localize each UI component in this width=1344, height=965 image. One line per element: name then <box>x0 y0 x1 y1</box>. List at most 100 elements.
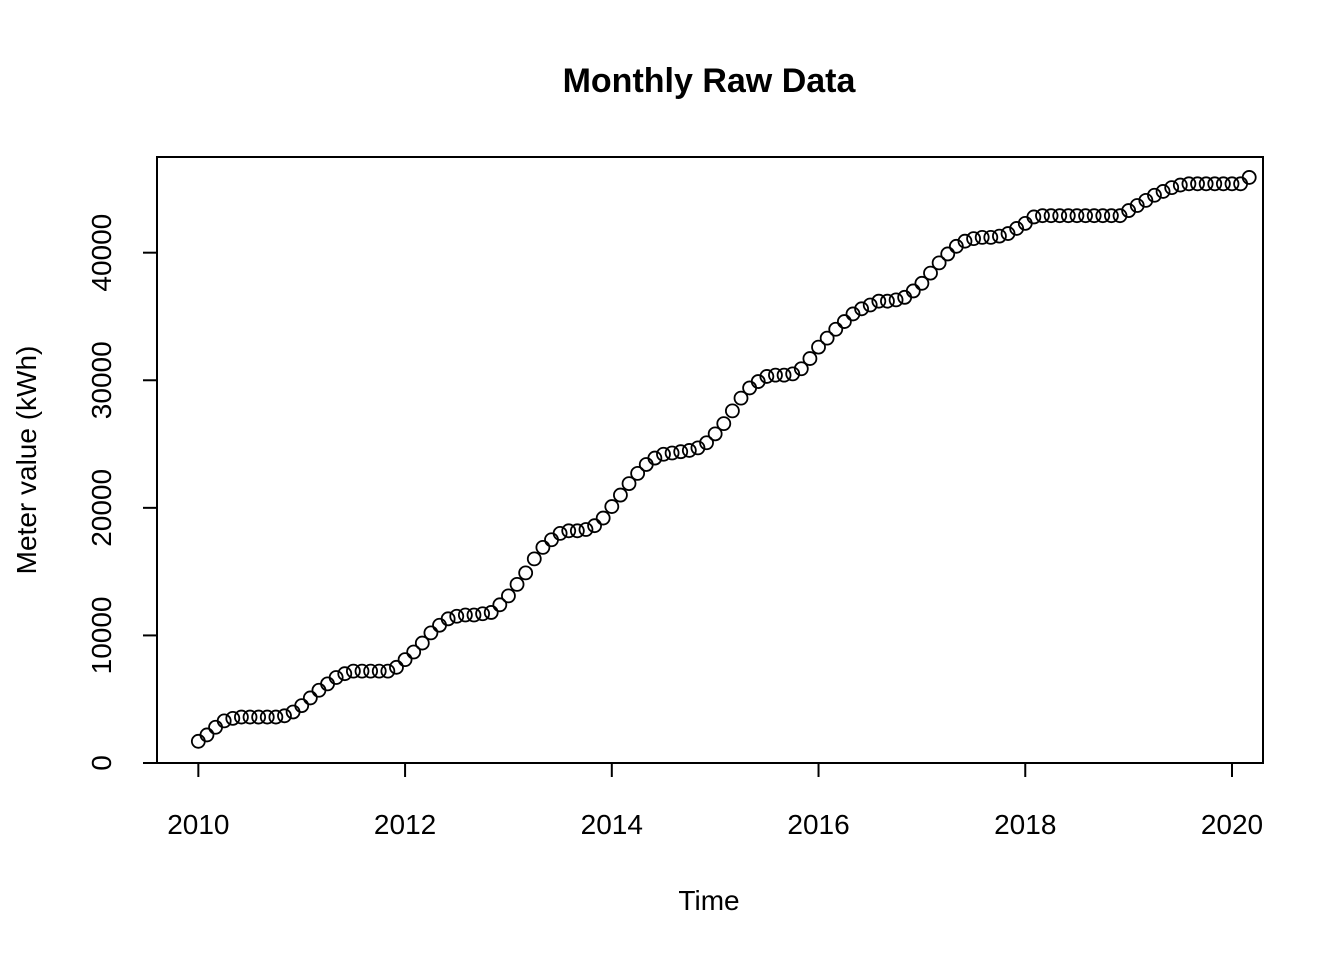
x-tick-label: 2014 <box>581 809 643 840</box>
data-point <box>311 682 327 698</box>
data-point <box>983 229 999 245</box>
data-point <box>234 709 249 725</box>
data-point <box>974 229 990 245</box>
data-point <box>1224 176 1240 192</box>
data-point <box>750 374 766 389</box>
data-point <box>638 457 654 472</box>
data-point <box>1078 208 1093 224</box>
y-tick-label: 10000 <box>86 596 117 674</box>
data-point <box>785 366 801 382</box>
data-point <box>1207 176 1223 192</box>
data-point <box>544 532 559 548</box>
data-point <box>923 265 938 281</box>
data-point <box>966 231 981 247</box>
data-point <box>380 663 396 679</box>
data-point <box>320 676 335 692</box>
data-point <box>1233 176 1249 192</box>
data-point <box>363 663 379 679</box>
data-point <box>345 663 361 679</box>
data-point <box>862 297 878 313</box>
data-point <box>509 576 525 592</box>
data-point <box>905 283 921 299</box>
data-point <box>1181 176 1197 192</box>
chart-title: Monthly Raw Data <box>563 62 857 100</box>
data-point <box>371 663 387 679</box>
data-point <box>552 525 568 541</box>
data-point <box>1172 177 1188 193</box>
data-point <box>914 275 930 291</box>
data-point <box>1147 187 1162 203</box>
data-point <box>647 450 663 466</box>
data-point <box>1190 176 1205 192</box>
y-tick-label: 0 <box>86 755 117 771</box>
data-point <box>1198 176 1214 192</box>
data-point <box>526 551 542 567</box>
data-point <box>621 476 637 492</box>
data-point <box>871 293 887 309</box>
y-axis-label: Meter value (kWh) <box>11 346 42 575</box>
data-point <box>630 465 646 481</box>
data-point <box>535 539 551 555</box>
data-point <box>699 435 714 451</box>
data-point <box>690 440 706 456</box>
x-tick-label: 2020 <box>1201 809 1263 840</box>
data-point <box>354 663 370 679</box>
data-point <box>940 246 956 262</box>
data-point <box>793 361 809 377</box>
data-point <box>337 666 353 682</box>
data-point <box>216 713 232 729</box>
data-point <box>1069 208 1085 224</box>
x-axis-label: Time <box>678 885 739 916</box>
y-tick-label: 30000 <box>86 341 117 419</box>
data-point <box>880 293 895 309</box>
data-point <box>199 727 215 743</box>
data-point <box>302 690 318 706</box>
data-point <box>1035 208 1050 224</box>
data-point <box>251 709 267 725</box>
data-point <box>466 607 482 623</box>
data-point <box>483 605 499 620</box>
x-tick-label: 2016 <box>787 809 849 840</box>
data-point <box>802 351 818 366</box>
data-point <box>475 606 490 622</box>
data-point <box>225 710 241 726</box>
data-point <box>819 330 835 346</box>
x-tick-label: 2018 <box>994 809 1056 840</box>
data-point <box>578 522 594 537</box>
x-tick-label: 2010 <box>167 809 229 840</box>
data-point <box>1043 208 1059 224</box>
data-point <box>681 443 697 458</box>
data-point <box>595 510 611 526</box>
data-point <box>656 446 671 462</box>
data-point <box>845 306 861 322</box>
data-points <box>190 170 1257 749</box>
data-point <box>957 233 973 249</box>
data-point <box>828 321 844 337</box>
data-point <box>811 339 826 355</box>
data-point <box>733 390 749 406</box>
data-point <box>208 719 223 735</box>
data-point <box>1164 180 1180 196</box>
y-tick-label: 40000 <box>86 214 117 292</box>
data-point <box>836 314 852 329</box>
data-point <box>888 292 904 308</box>
data-point <box>716 416 732 432</box>
data-point <box>1129 198 1145 213</box>
data-point <box>1009 221 1025 236</box>
data-point <box>389 659 404 675</box>
data-point <box>931 255 947 271</box>
data-point <box>406 644 422 660</box>
data-point <box>768 367 783 383</box>
data-point <box>501 588 516 604</box>
data-point <box>423 625 439 641</box>
data-point <box>1103 208 1119 224</box>
plot-frame <box>156 156 1264 764</box>
data-point <box>759 369 775 384</box>
data-point <box>1112 208 1128 224</box>
data-point <box>1026 209 1042 225</box>
data-point <box>742 380 758 396</box>
data-point <box>190 733 206 749</box>
data-point <box>457 607 473 623</box>
data-point <box>449 608 465 624</box>
